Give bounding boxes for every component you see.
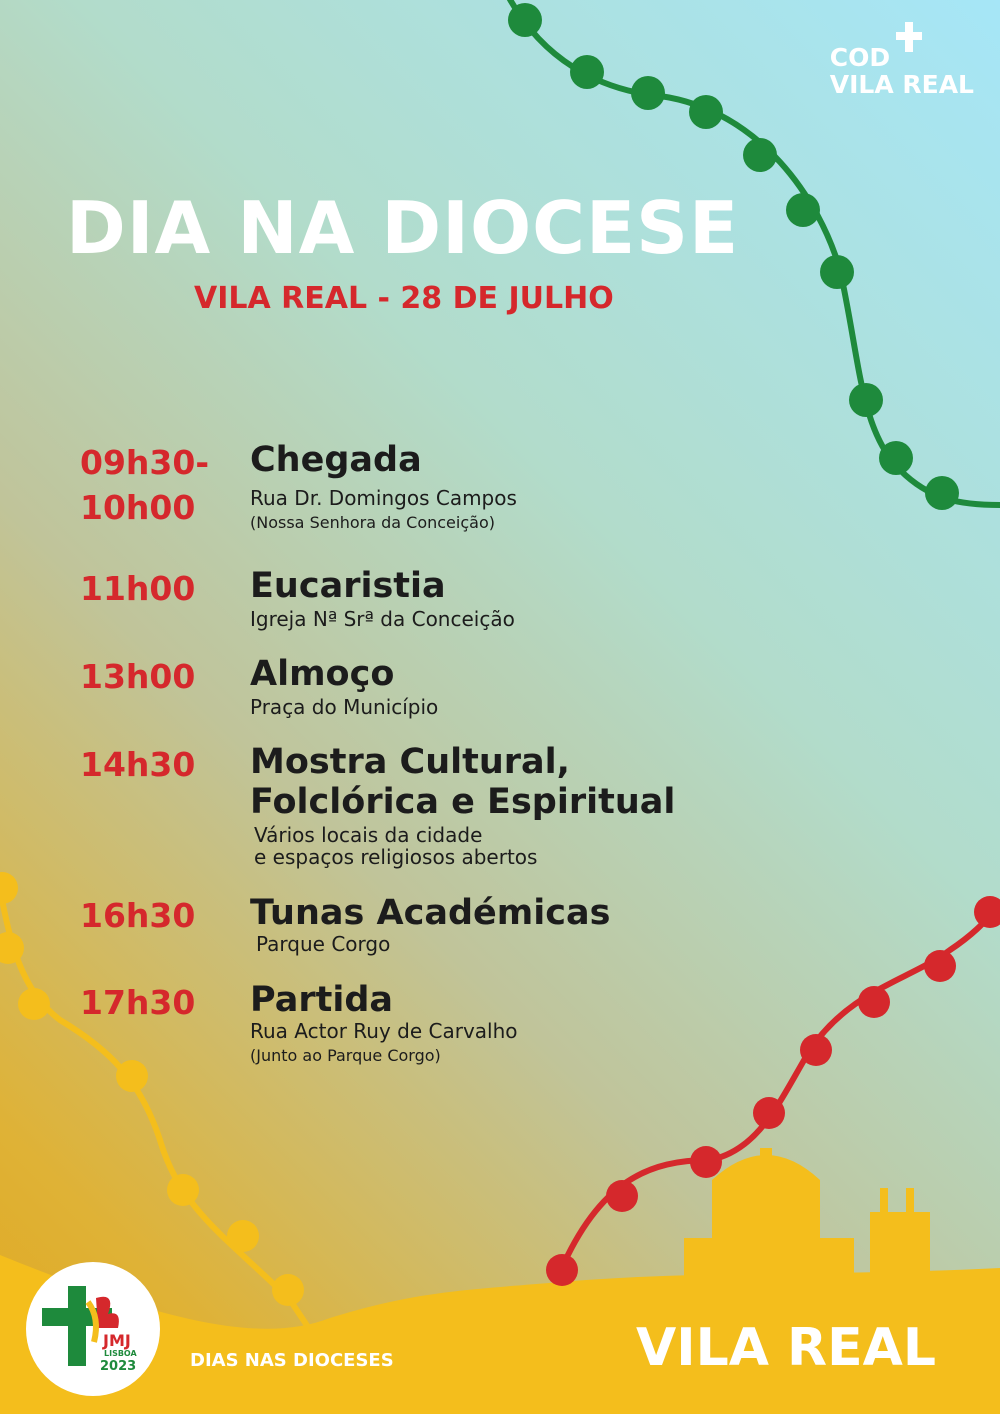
logo-text-3: 2023 <box>100 1359 136 1374</box>
schedule-time: 14h30 <box>80 745 196 784</box>
logo-text-1: JMJ <box>102 1331 131 1350</box>
schedule-event: Partida <box>250 980 393 1020</box>
yellow-ground <box>0 1255 1000 1414</box>
jmj-cross-icon <box>895 22 922 52</box>
footer-vila-real: VILA REAL <box>635 1318 936 1378</box>
schedule-event: Almoço <box>250 654 395 694</box>
cod-line1: COD <box>829 43 891 72</box>
schedule-location: Igreja Nª Srª da Conceição <box>250 607 515 631</box>
schedule-event: Tunas Académicas <box>250 893 611 933</box>
page-title: DIA NA DIOCESE <box>66 186 740 270</box>
schedule-time: 11h00 <box>80 569 196 608</box>
schedule-location: Rua Actor Ruy de Carvalho <box>250 1019 518 1043</box>
schedule-event: Mostra Cultural, Folclórica e Espiritual <box>250 742 676 822</box>
schedule-time: 13h00 <box>80 657 196 696</box>
yellow-beads <box>0 872 304 1306</box>
red-beads <box>546 896 1000 1286</box>
jmj-cross-icon: JMJ LISBOA 2023 <box>42 1286 138 1374</box>
schedule-detail: (Nossa Senhora da Conceição) <box>250 513 495 532</box>
schedule-time: 17h30 <box>80 983 196 1022</box>
schedule-location: Rua Dr. Domingos Campos <box>250 486 517 510</box>
schedule-time: 16h30 <box>80 896 196 935</box>
schedule-event: Chegada <box>250 440 422 480</box>
schedule-event: Eucaristia <box>250 566 446 606</box>
jmj-lisboa-logo: JMJ LISBOA 2023 <box>26 1262 160 1396</box>
page-subtitle: VILA REAL - 28 DE JULHO <box>194 281 614 316</box>
schedule-location: Vários locais da cidade e espaços religi… <box>254 823 538 869</box>
footer-dias-nas-dioceses: DIAS NAS DIOCESES <box>190 1350 394 1371</box>
schedule-time: 09h30- 10h00 <box>80 443 210 527</box>
cod-line2: VILA REAL <box>829 70 974 99</box>
schedule-detail: (Junto ao Parque Corgo) <box>250 1046 441 1065</box>
schedule-location: Parque Corgo <box>256 932 391 956</box>
schedule-location: Praça do Município <box>250 695 439 719</box>
cod-vila-real-logo: COD VILA REAL <box>829 22 974 99</box>
logo-text-2: LISBOA <box>104 1349 138 1358</box>
green-beads <box>508 3 959 510</box>
church-silhouette <box>684 1148 930 1288</box>
